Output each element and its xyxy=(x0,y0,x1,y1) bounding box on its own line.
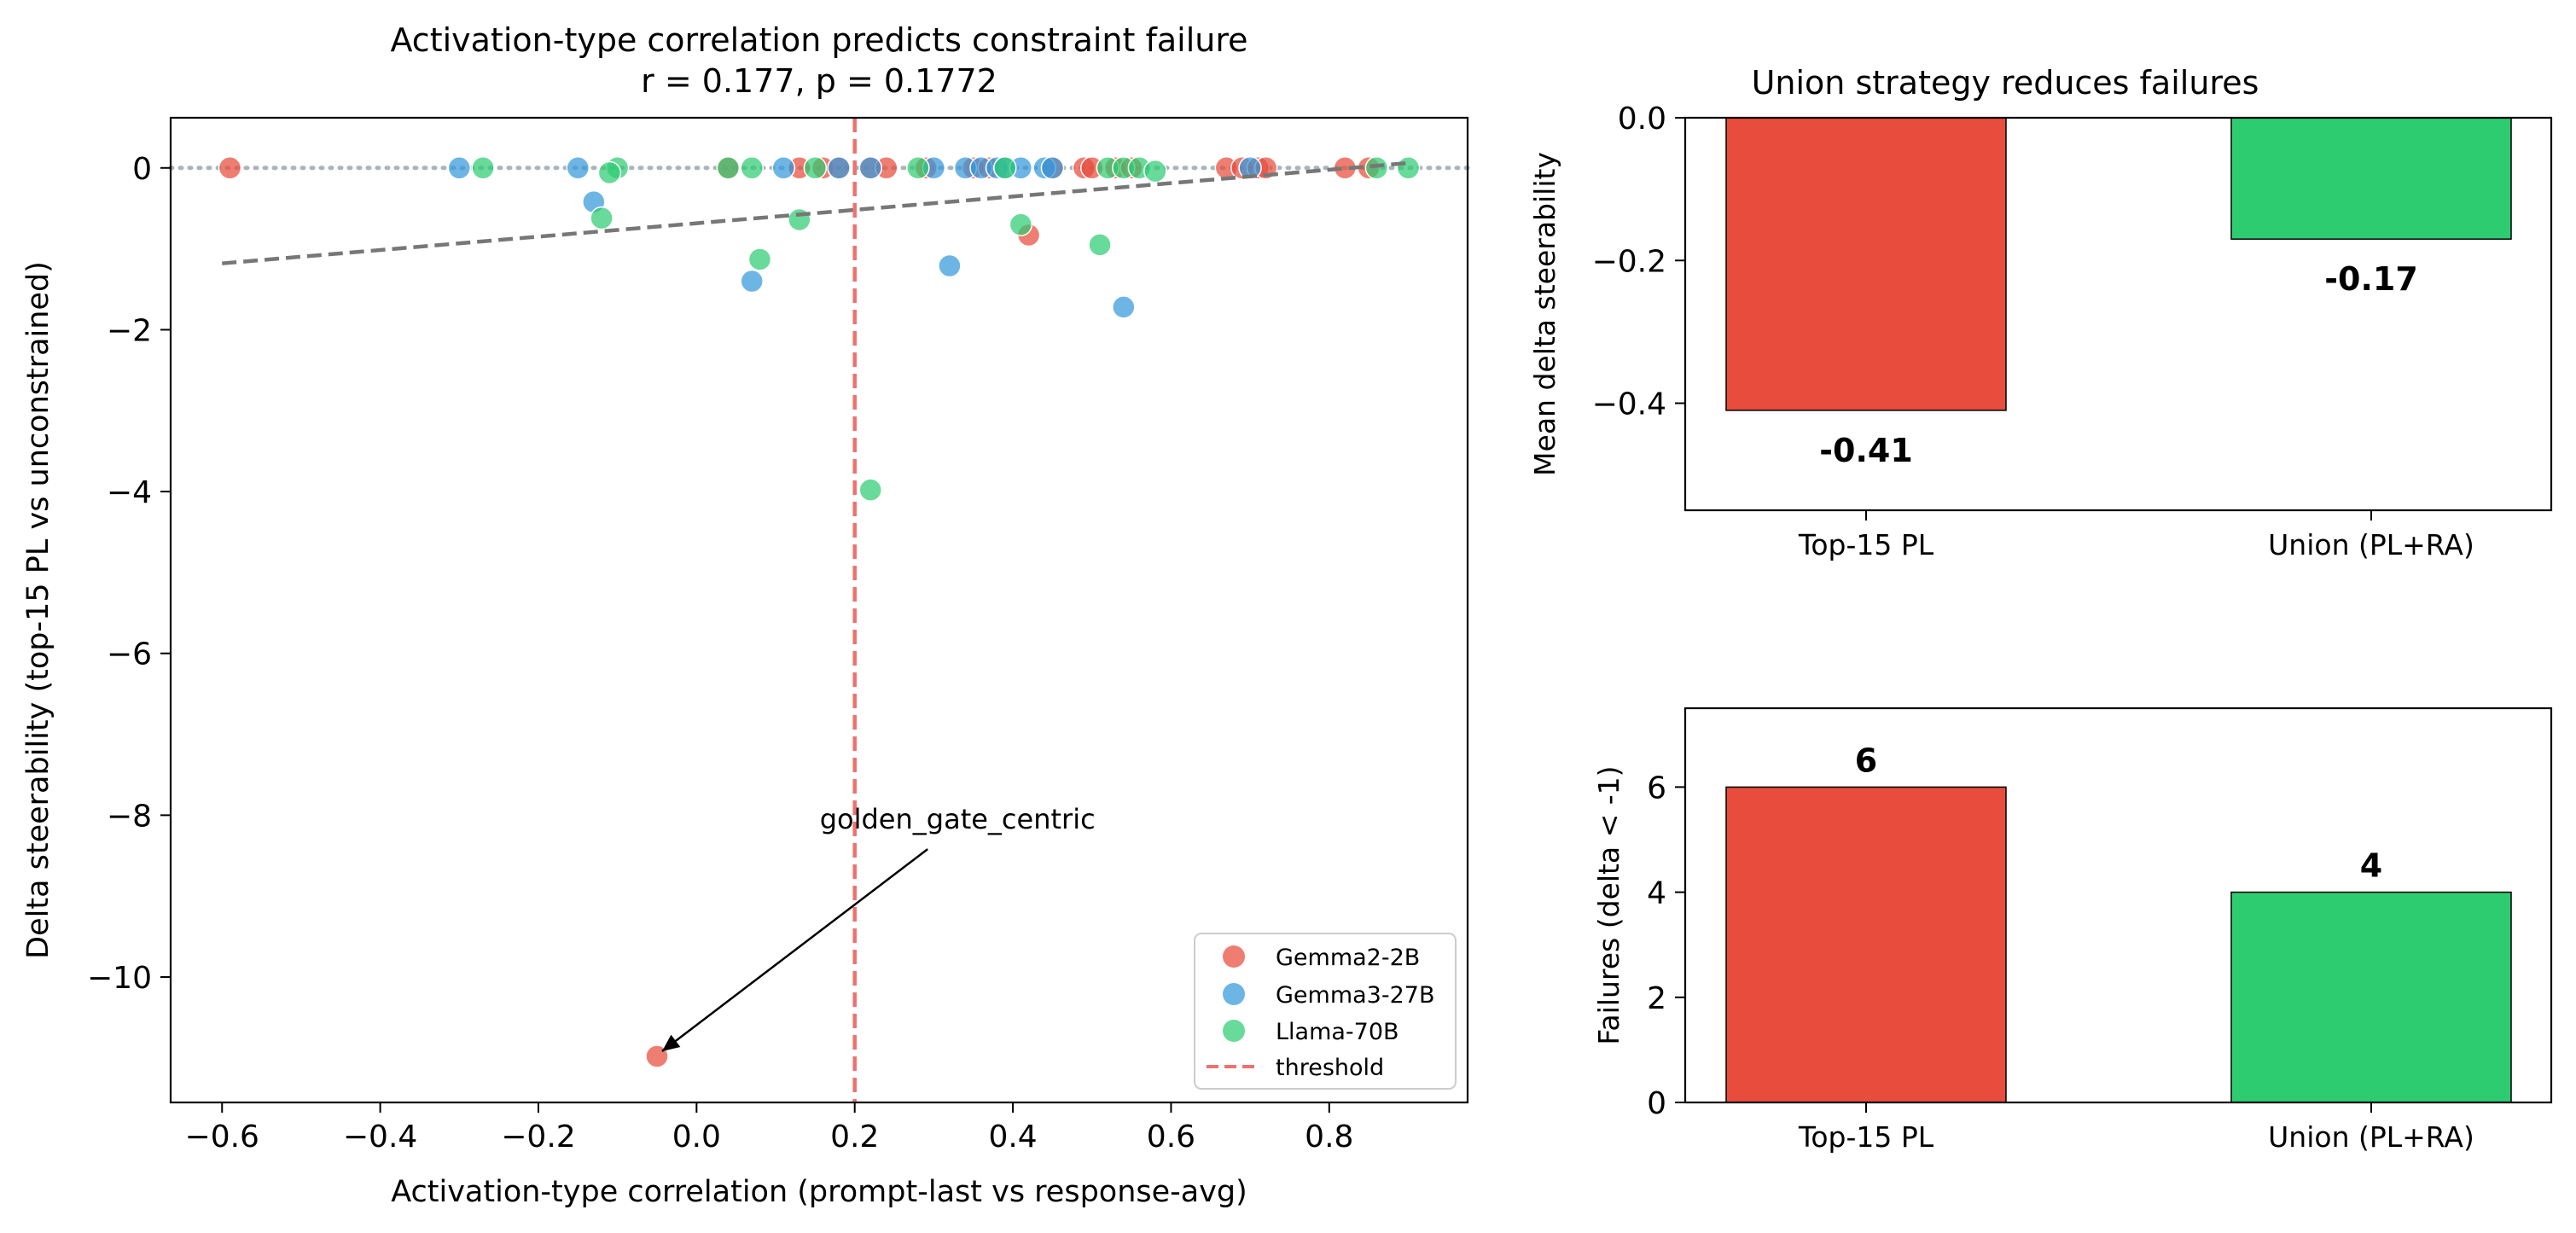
y-tick-label: −8 xyxy=(107,799,152,834)
mean-delta-x-axis: Top-15 PL Union (PL+RA) xyxy=(1798,510,2474,561)
legend-label-gemma3-27b: Gemma3-27B xyxy=(1276,982,1434,1009)
point-llama-70b-6 xyxy=(906,156,930,180)
failures-y-axis-label: Failures (delta < -1) xyxy=(1592,765,1625,1044)
legend-marker-llama-70b xyxy=(1223,1020,1245,1042)
scatter-x-axis-label: Activation-type correlation (prompt-last… xyxy=(391,1175,1247,1209)
bar-top-15-pl xyxy=(1725,786,2007,1103)
scatter-x-axis: −0.6 −0.4 −0.2 0.0 0.2 0.4 0.6 0.8 xyxy=(185,1102,1353,1154)
point-llama-70b-3 xyxy=(716,156,741,180)
annotation-arrowhead xyxy=(662,1034,681,1051)
point-gemma3-27b-16 xyxy=(938,253,962,278)
point-gemma3-27b-12 xyxy=(1040,156,1065,180)
y-tick-label: −6 xyxy=(107,637,152,672)
mean-delta-plot-frame xyxy=(1683,116,2553,512)
legend-marker-gemma2-2b xyxy=(1223,945,1245,968)
y-tick-label: −0.2 xyxy=(1592,244,1666,279)
point-gemma3-27b-15 xyxy=(740,269,764,294)
bar-value-label: -0.41 xyxy=(1819,432,1913,469)
point-llama-70b-11 xyxy=(1143,159,1167,183)
point-gemma3-27b-2 xyxy=(771,156,796,180)
x-tick-label: 0.0 xyxy=(672,1120,721,1154)
y-tick-label: 0.0 xyxy=(1618,102,1666,137)
point-gemma3-27b-4 xyxy=(858,156,882,180)
point-gemma2-2b-0 xyxy=(218,156,242,180)
point-llama-70b-16 xyxy=(788,207,811,232)
legend-marker-gemma3-27b xyxy=(1223,983,1245,1005)
scatter-y-axis-label: Delta steerability (top-15 PL vs unconst… xyxy=(21,261,55,959)
mean-delta-y-axis-label: Mean delta steerability xyxy=(1528,152,1561,476)
x-tick-label: −0.4 xyxy=(343,1120,417,1154)
point-llama-70b-7 xyxy=(993,156,1017,180)
x-tick-label: Top-15 PL xyxy=(1798,1120,1934,1154)
scatter-legend: Gemma2-2B Gemma3-27B Llama-70B threshold xyxy=(1194,933,1457,1090)
x-tick-label: 0.4 xyxy=(988,1120,1037,1154)
mean-delta-bar-panel: Union strategy reduces failures -0.41 -0.… xyxy=(1528,64,2553,561)
y-tick-label: −0.4 xyxy=(1592,387,1666,422)
annotation-golden-gate-centric: golden_gate_centric xyxy=(820,803,1096,835)
point-gemma3-27b-3 xyxy=(827,156,851,180)
bar-top-15-pl xyxy=(1725,117,2007,411)
point-gemma3-27b-13 xyxy=(1238,156,1262,180)
x-tick-label: 0.8 xyxy=(1305,1120,1353,1154)
y-tick-label: −10 xyxy=(87,961,152,996)
legend-label-llama-70b: Llama-70B xyxy=(1276,1019,1399,1045)
point-llama-70b-14 xyxy=(590,206,613,230)
point-llama-70b-15 xyxy=(747,247,772,271)
failures-plot-frame xyxy=(1683,707,2553,1104)
bar-value-label: 4 xyxy=(2360,847,2382,885)
bar-value-label: 6 xyxy=(1855,742,1877,779)
point-gemma3-27b-1 xyxy=(566,156,590,180)
point-gemma3-27b-0 xyxy=(447,156,472,180)
point-llama-70b-5 xyxy=(803,156,828,180)
scatter-panel: Activation-type correlation predicts con… xyxy=(21,21,1470,1209)
bar-union-pl-ra xyxy=(2230,117,2512,240)
point-llama-70b-17 xyxy=(1009,212,1033,236)
point-gemma3-27b-17 xyxy=(1112,295,1136,319)
legend-frame xyxy=(1194,933,1457,1090)
y-tick-label: 0 xyxy=(1647,1086,1666,1121)
scatter-plot-frame xyxy=(169,116,1469,1104)
x-tick-label: Union (PL+RA) xyxy=(2268,528,2474,561)
y-tick-label: −2 xyxy=(107,313,152,348)
point-llama-70b-19 xyxy=(858,478,882,502)
y-tick-label: −4 xyxy=(107,475,152,510)
bar-value-label: -0.17 xyxy=(2324,260,2418,298)
y-tick-label: 0 xyxy=(132,152,152,187)
scatter-y-axis: 0 −2 −4 −6 −8 −10 xyxy=(87,152,171,996)
scatter-annotation: golden_gate_centric xyxy=(661,803,1096,1052)
y-tick-label: 4 xyxy=(1647,876,1666,911)
x-tick-label: −0.6 xyxy=(185,1120,259,1154)
point-llama-70b-0 xyxy=(471,156,495,180)
legend-label-gemma2-2b: Gemma2-2B xyxy=(1276,945,1420,971)
y-tick-label: 2 xyxy=(1647,981,1666,1016)
annotation-arrow xyxy=(661,848,928,1052)
failures-y-axis: 0 2 4 6 xyxy=(1647,771,1685,1121)
failures-bar-panel: 6 4 0 2 4 6 Top-15 PL Union (PL+RA) Failures … xyxy=(1592,707,2553,1154)
failures-x-axis: Top-15 PL Union (PL+RA) xyxy=(1798,1102,2474,1154)
point-llama-70b-13 xyxy=(1396,156,1421,180)
x-tick-label: −0.2 xyxy=(501,1120,575,1154)
trend-line xyxy=(222,160,1409,265)
mean-delta-y-axis: 0.0 −0.2 −0.4 xyxy=(1592,102,1685,422)
bar-union-pl-ra xyxy=(2230,891,2512,1103)
point-llama-70b-18 xyxy=(1088,233,1112,257)
point-llama-70b-12 xyxy=(1364,156,1389,180)
scatter-title: Activation-type correlation predicts con… xyxy=(390,21,1247,59)
bar-chart-title: Union strategy reduces failures xyxy=(1752,64,2259,102)
y-tick-label: 6 xyxy=(1647,771,1666,806)
x-tick-label: Union (PL+RA) xyxy=(2268,1120,2474,1154)
scatter-subtitle: r = 0.177, p = 0.1772 xyxy=(641,62,997,100)
x-tick-label: Top-15 PL xyxy=(1798,528,1934,561)
x-tick-label: 0.2 xyxy=(830,1120,879,1154)
legend-label-threshold: threshold xyxy=(1276,1055,1384,1081)
point-llama-70b-2 xyxy=(597,160,622,185)
point-llama-70b-4 xyxy=(740,156,764,180)
x-tick-label: 0.6 xyxy=(1147,1120,1195,1154)
